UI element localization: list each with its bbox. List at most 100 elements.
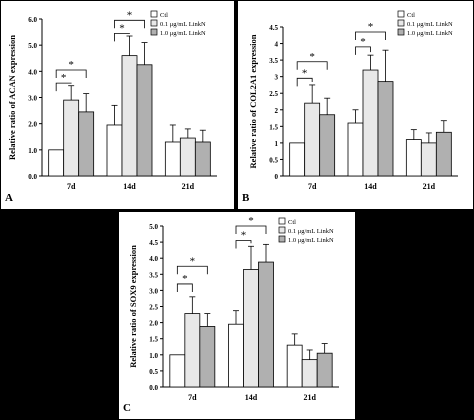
legend-label: 1.0 μg/mL LinkN (288, 237, 334, 244)
x-tick-label: 14d (123, 182, 136, 191)
x-tick-label: 7d (308, 182, 317, 191)
bar-14d-series-0 (106, 124, 123, 177)
bar-21d-series-0 (164, 141, 181, 177)
bar-21d-series-1 (301, 359, 318, 388)
legend-swatch (397, 28, 405, 36)
y-tick-label: 3.5 (269, 57, 278, 65)
y-tick-label: 3.5 (149, 271, 158, 279)
chart-acan: 0.0 1.0 2.0 3.0 4.0 5.0 6.0 Relative ratio of A… (5, 9, 217, 204)
significance-star: * (68, 59, 74, 71)
y-tick-label: 2.0 (28, 121, 37, 129)
bar-14d-series-2 (258, 261, 274, 388)
y-tick-label: 3.0 (28, 95, 37, 103)
y-tick-label: 2.5 (149, 304, 158, 312)
y-tick-label: 3 (275, 74, 279, 82)
x-tick-label: 7d (67, 182, 76, 191)
bar-21d-series-1 (179, 137, 196, 177)
y-tick-label: 1.0 (149, 352, 158, 360)
bar-14d-series-1 (362, 69, 379, 177)
x-tick-label: 7d (188, 393, 197, 402)
bar-21d-series-2 (316, 352, 333, 388)
y-tick-label: 4.0 (149, 255, 158, 263)
y-tick-label: 4.0 (28, 68, 37, 76)
bar-7d-series-0 (169, 354, 186, 388)
y-axis-label: Relative ratio of ACAN expression (7, 35, 17, 160)
x-tick-label: 14d (364, 182, 377, 191)
bar-21d-series-1 (420, 142, 437, 177)
y-tick-label: 4.5 (269, 24, 278, 32)
chart-sox9: 0.0 0.5 1.0 1.5 2.0 2.5 3.0 3.5 4.0 4.5 5.0 Relativ… (123, 215, 339, 414)
significance-bracket (176, 283, 193, 292)
legend-swatch (397, 10, 405, 18)
bar-7d-series-2 (199, 326, 216, 388)
bar-21d-series-2 (435, 131, 452, 177)
significance-bracket (355, 31, 386, 40)
bar-7d-series-2 (78, 111, 95, 177)
y-tick-label: 6.0 (28, 16, 37, 24)
y-tick-label: 0.0 (28, 173, 37, 181)
y-tick-label: 0.5 (149, 368, 158, 376)
legend-swatch (397, 19, 405, 27)
bar-14d-series-2 (136, 64, 153, 177)
y-tick-label: 5.0 (28, 42, 37, 50)
panel-letter: B (242, 192, 250, 204)
significance-star: * (302, 67, 308, 79)
x-tick-label: 21d (423, 182, 436, 191)
y-axis-label: Relative ratio of SOX9 expression (128, 245, 138, 368)
y-tick-label: 1 (275, 140, 279, 148)
significance-bracket (235, 225, 267, 234)
significance-star: * (360, 36, 366, 48)
legend-label: 0.1 μg/mL LinkN (288, 228, 334, 235)
significance-bracket (114, 19, 145, 29)
y-tick-label: 4 (275, 41, 279, 49)
y-tick-label: 2 (275, 107, 279, 115)
x-tick-label: 21d (303, 393, 316, 402)
bar-21d-series-0 (405, 139, 422, 177)
significance-bracket (176, 265, 208, 275)
y-tick-label: 1.5 (269, 123, 278, 131)
significance-star: * (248, 215, 254, 227)
panel-letter: C (123, 402, 131, 414)
significance-star: * (368, 21, 374, 33)
x-tick-label: 14d (245, 393, 258, 402)
significance-star: * (182, 273, 188, 285)
significance-bracket (296, 77, 313, 87)
bar-7d-series-2 (319, 114, 336, 177)
significance-bracket (355, 46, 371, 55)
y-tick-label: 2.0 (149, 320, 158, 328)
legend-swatch (150, 19, 158, 27)
legend-label: Ctl (407, 12, 415, 19)
legend-swatch (278, 217, 286, 225)
significance-star: * (241, 229, 247, 241)
y-tick-label: 5.0 (149, 223, 158, 231)
y-axis-label: Relative ratio of COL2A1 expression (248, 34, 258, 168)
bar-14d-series-1 (121, 55, 138, 177)
y-tick-label: 0 (275, 173, 279, 181)
legend-swatch (278, 235, 286, 243)
significance-bracket (235, 240, 252, 249)
significance-star: * (309, 51, 315, 63)
significance-star: * (190, 255, 196, 267)
legend-swatch (278, 226, 286, 234)
legend-label: 1.0 μg/mL LinkN (407, 30, 453, 37)
legend-label: Ctl (160, 12, 168, 19)
legend-label: 1.0 μg/mL LinkN (160, 30, 206, 37)
legend-label: Ctl (288, 219, 296, 226)
y-tick-label: 1.5 (149, 336, 158, 344)
bar-7d-series-1 (63, 99, 80, 177)
bar-21d-series-2 (194, 141, 211, 177)
significance-star: * (119, 22, 125, 34)
y-tick-label: 3.0 (149, 287, 158, 295)
y-tick-label: 4.5 (149, 239, 158, 247)
significance-star: * (61, 72, 67, 84)
panel-sox9: 0.0 0.5 1.0 1.5 2.0 2.5 3.0 3.5 4.0 4.5 5.0 Relativ… (119, 212, 355, 419)
significance-bracket (55, 82, 72, 92)
panel-acan: 0.0 1.0 2.0 3.0 4.0 5.0 6.0 Relative ratio of A… (1, 1, 234, 209)
panel-letter: A (5, 192, 13, 204)
legend-label: 0.1 μg/mL LinkN (160, 21, 206, 28)
bar-14d-series-2 (377, 81, 394, 177)
x-tick-label: 21d (182, 182, 195, 191)
bar-14d-series-0 (228, 323, 244, 388)
legend-label: 0.1 μg/mL LinkN (407, 21, 453, 28)
y-tick-label: 2.5 (269, 90, 278, 98)
